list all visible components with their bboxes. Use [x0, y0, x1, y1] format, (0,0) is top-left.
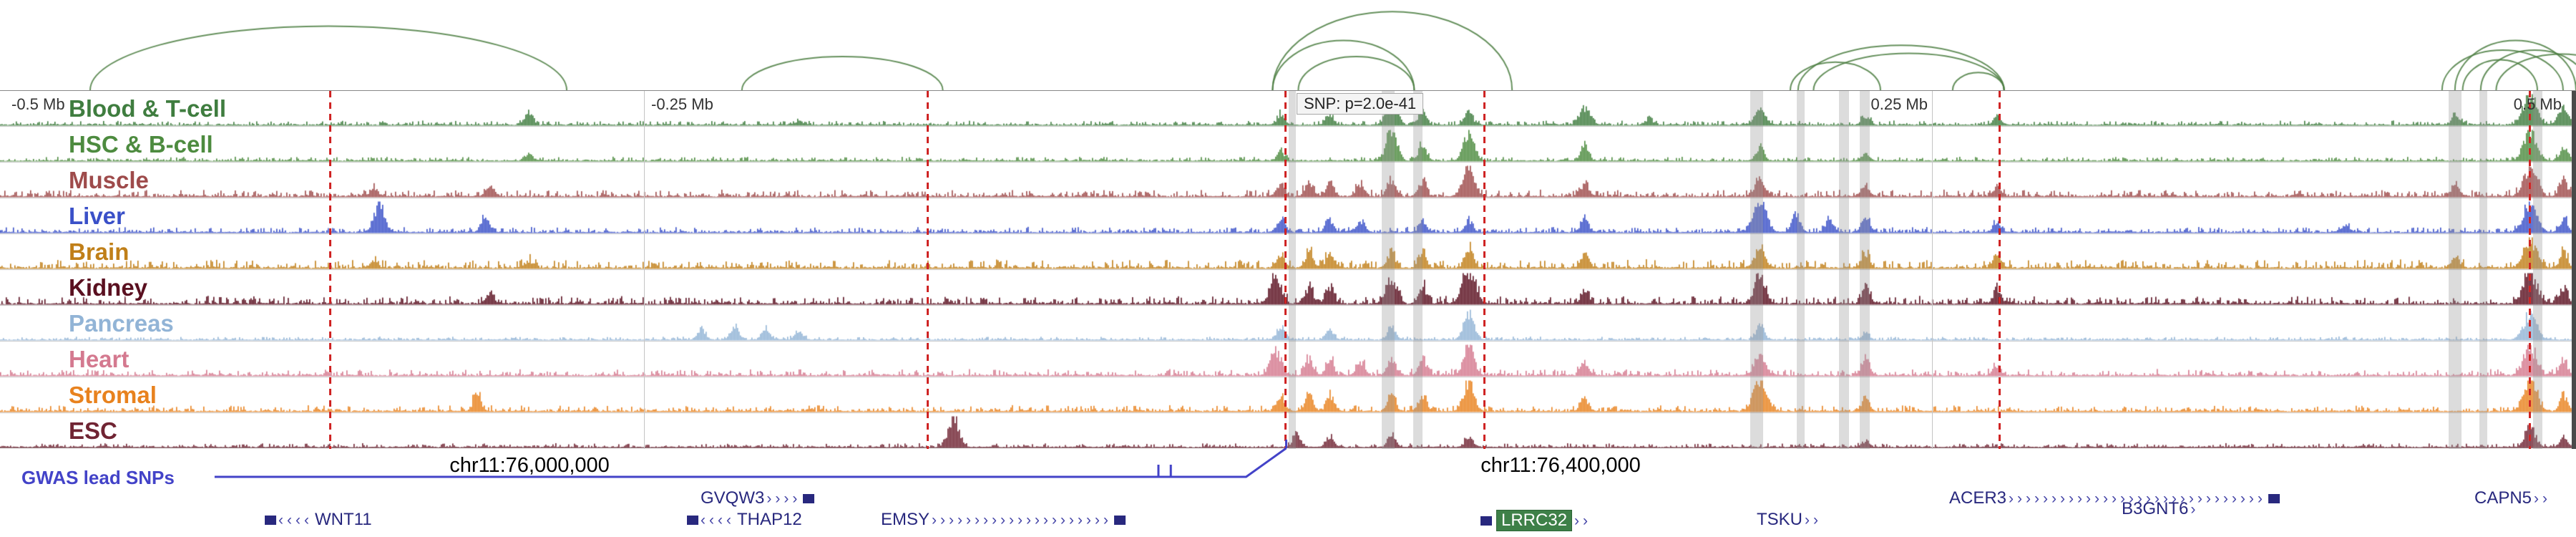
gene-strand-arrows-right: ›››› [766, 490, 801, 507]
gene-strand-arrows-right: ›› [2534, 490, 2552, 507]
snp-highlight-region [1382, 91, 1395, 449]
track-label-muscle[interactable]: Muscle [69, 167, 149, 193]
gene-lrrc32[interactable]: LRRC32 ›› [1478, 510, 1591, 531]
red-dashed-guideline [1483, 91, 1485, 449]
gene-strand-arrows-right: ››››››››››››››››››››› [932, 511, 1112, 528]
gwas-lead-snps-track[interactable] [0, 438, 2576, 484]
gene-tsku[interactable]: TSKU ›› [1755, 510, 1822, 530]
gene-name-label: WNT11 [314, 510, 372, 529]
coordinate-label-left: chr11:76,000,000 [449, 454, 610, 477]
gene-gvqw3[interactable]: GVQW3 ›››› [698, 488, 816, 508]
track-label-stromal[interactable]: Stromal [69, 382, 157, 408]
gene-name-label: TSKU [1757, 510, 1803, 529]
gene-strand-arrows-left: ‹‹‹‹ [278, 511, 313, 528]
gwas-snp-pointer-line [214, 440, 1287, 478]
red-dashed-guideline [328, 91, 331, 449]
snp-highlight-region [1860, 91, 1870, 449]
track-label-blood-t-cell[interactable]: Blood & T-cell [69, 95, 227, 122]
track-label-kidney[interactable]: Kidney [69, 274, 148, 301]
gene-strand-arrows-right: › [2190, 500, 2200, 518]
gene-name-label: CAPN5 [2474, 488, 2532, 508]
red-dashed-guideline [927, 91, 929, 449]
gene-strand-arrows-right: ›››››››››››››››››››››››››››››› [2009, 490, 2266, 507]
red-dashed-guideline [1284, 91, 1287, 449]
gene-wnt11[interactable]: ‹‹‹‹ WNT11 [263, 510, 374, 530]
track-label-hsc-b-cell[interactable]: HSC & B-cell [69, 131, 213, 158]
gene-b3gnt6[interactable]: B3GNT6 › [2119, 499, 2199, 519]
gene-capn5[interactable]: CAPN5 ›› [2472, 488, 2551, 508]
gene-name-label: THAP12 [736, 510, 802, 529]
gene-thap12[interactable]: ‹‹‹‹ THAP12 [685, 510, 804, 530]
snp-highlight-region [2532, 91, 2542, 449]
snp-highlight-region [1413, 91, 1423, 449]
gene-name-label: EMSY [881, 510, 930, 529]
gene-name-label: LRRC32 [1496, 510, 1573, 531]
track-label-esc[interactable]: ESC [69, 417, 117, 444]
snp-highlight-region [1289, 91, 1297, 449]
gwas-lead-snps-label[interactable]: GWAS lead SNPs [21, 467, 175, 488]
ruler-tick-label: 0.5 Mb [2513, 95, 2562, 113]
track-label-brain[interactable]: Brain [69, 238, 130, 265]
track-area[interactable]: Blood & T-cell HSC & B-cell Muscle Liver Bra… [0, 90, 2576, 449]
signal-tracks-canvas[interactable] [0, 91, 2576, 449]
tick-gridline [644, 91, 645, 449]
snp-highlight-region [1838, 91, 1849, 449]
gene-strand-arrows-right: ›› [1574, 512, 1592, 529]
snp-highlight-region [2449, 91, 2462, 449]
gene-strand-arrows-right: ›› [1805, 511, 1823, 528]
track-label-pancreas[interactable]: Pancreas [69, 310, 174, 337]
tick-gridline [1932, 91, 1933, 449]
gene-name-label: GVQW3 [701, 488, 765, 508]
track-label-liver[interactable]: Liver [69, 203, 125, 229]
snp-highlight-region [1750, 91, 1763, 449]
gene-exon-block [265, 515, 276, 525]
right-edge-bar [2572, 91, 2576, 449]
ruler-tick-label: -0.25 Mb [651, 95, 713, 113]
gene-exon-block [1113, 515, 1126, 525]
coordinate-label-right: chr11:76,400,000 [1480, 454, 1641, 477]
gene-emsy[interactable]: EMSY ››››››››››››››››››››› [879, 510, 1128, 530]
gene-acer3[interactable]: ACER3 ›››››››››››››››››››››››››››››› [1947, 488, 2282, 508]
gene-exon-block [2268, 493, 2280, 503]
ruler-tick-label: -0.5 Mb [11, 95, 65, 113]
gene-exon-block [687, 515, 698, 525]
snp-highlight-region [1796, 91, 1805, 449]
track-label-heart[interactable]: Heart [69, 346, 130, 372]
gene-strand-arrows-left: ‹‹‹‹ [701, 511, 735, 528]
ruler-tick-label: 0.25 Mb [1870, 95, 1928, 113]
red-dashed-guideline [1998, 91, 2001, 449]
snp-pvalue-label: SNP: p=2.0e-41 [1297, 93, 1424, 115]
gene-exon-block [803, 493, 815, 503]
red-dashed-guideline [2529, 91, 2532, 449]
gene-name-label: ACER3 [1949, 488, 2007, 508]
gene-name-label: B3GNT6 [2122, 499, 2189, 518]
gene-exon-block [1480, 516, 1492, 526]
interaction-arcs-canvas[interactable] [0, 0, 2576, 90]
snp-highlight-region [2479, 91, 2487, 449]
